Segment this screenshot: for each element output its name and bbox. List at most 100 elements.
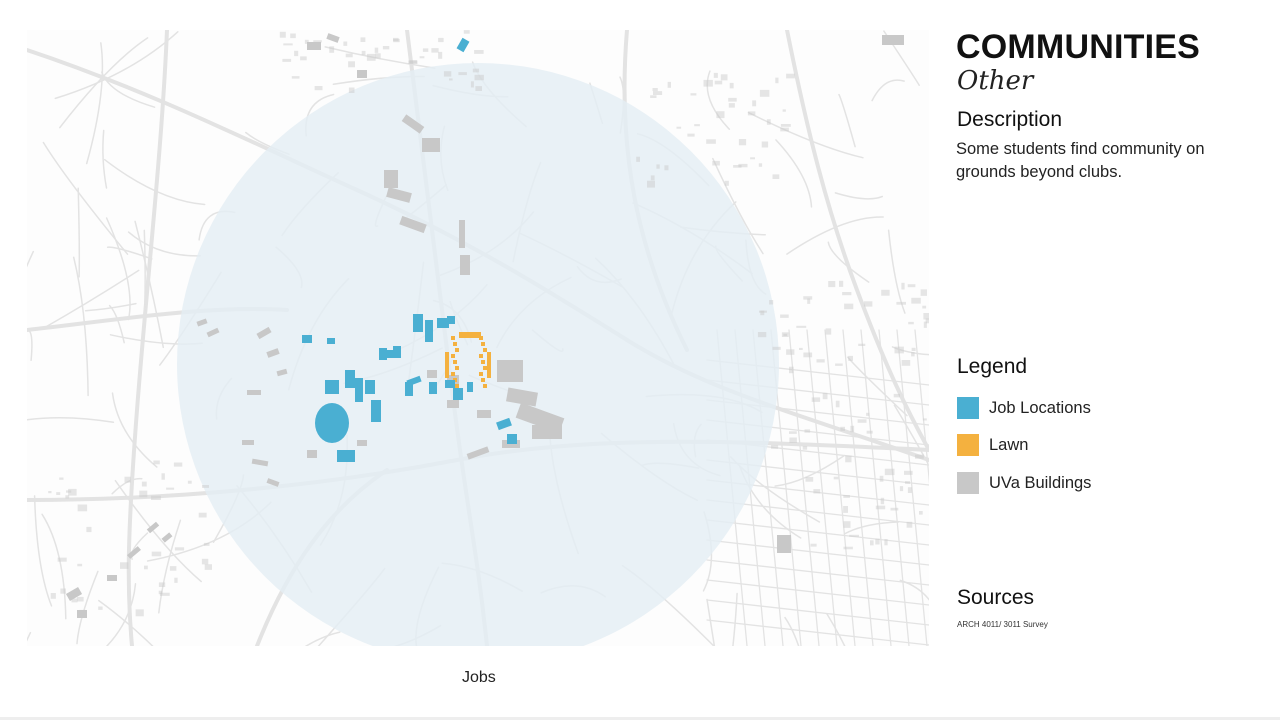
building [77, 610, 87, 618]
building [532, 425, 562, 439]
lawn-building [451, 336, 455, 340]
building [431, 48, 439, 53]
bottom-rule [0, 717, 1280, 720]
grid-street [806, 329, 838, 646]
legend-swatch-job-locations [957, 397, 979, 419]
building [676, 126, 682, 129]
building [326, 33, 340, 43]
building [908, 321, 914, 325]
street [114, 479, 202, 583]
building [497, 360, 523, 382]
main-road [126, 30, 169, 646]
building [907, 487, 912, 493]
building [839, 280, 844, 287]
job-location [413, 314, 423, 332]
building [840, 426, 845, 431]
building [56, 492, 61, 495]
building [294, 50, 299, 57]
building [771, 445, 779, 449]
building [57, 557, 67, 562]
description-heading: Description [957, 108, 1063, 131]
building [422, 138, 440, 152]
street [324, 46, 436, 69]
street [827, 241, 870, 283]
building [849, 534, 859, 537]
building [922, 305, 927, 309]
building [880, 497, 885, 505]
building [866, 430, 873, 434]
job-location [445, 380, 455, 388]
building [901, 282, 905, 290]
building [266, 478, 280, 487]
building [348, 61, 355, 68]
grid-street [788, 329, 820, 646]
street [111, 477, 143, 495]
street [887, 229, 906, 314]
street [103, 158, 206, 206]
building [169, 566, 177, 571]
job-location [355, 378, 363, 402]
grid-street [842, 329, 874, 646]
lawn-building [455, 384, 459, 388]
grid-street [706, 599, 929, 626]
building [728, 103, 735, 108]
building [780, 124, 791, 127]
building [760, 310, 765, 316]
building [196, 318, 208, 327]
building [459, 220, 465, 248]
building [124, 476, 131, 483]
job-location [371, 400, 381, 422]
building [712, 160, 720, 166]
building [506, 387, 538, 407]
building [283, 43, 293, 46]
building [923, 313, 929, 320]
building [141, 481, 147, 487]
building [366, 53, 376, 61]
building [780, 314, 789, 318]
building [904, 470, 913, 475]
building [828, 281, 836, 288]
building [652, 88, 658, 92]
street [847, 356, 908, 417]
job-location [405, 382, 413, 396]
building [650, 95, 657, 98]
building [419, 56, 425, 59]
building [313, 40, 322, 43]
building [738, 139, 747, 146]
description-text: Some students find community on grounds … [956, 140, 1205, 181]
building [146, 521, 160, 534]
legend-item-uva-buildings: UVa Buildings [957, 471, 1091, 495]
building [911, 347, 916, 351]
building [201, 558, 209, 565]
building [789, 366, 794, 374]
building [458, 72, 467, 76]
street [775, 139, 813, 208]
building [706, 139, 716, 144]
building [202, 485, 209, 488]
building [789, 431, 797, 434]
grid-street [706, 579, 929, 606]
building [780, 127, 789, 132]
building [858, 343, 866, 346]
building [875, 538, 880, 545]
building [716, 111, 725, 119]
building [307, 42, 321, 50]
building [266, 348, 280, 358]
street [102, 129, 108, 189]
building [348, 87, 355, 93]
building [664, 165, 669, 171]
building [813, 489, 821, 494]
street [84, 302, 137, 312]
street [158, 519, 182, 614]
street [27, 631, 32, 642]
walking-radius-circle [177, 63, 779, 646]
building [422, 48, 429, 52]
building [805, 477, 814, 482]
building [906, 521, 913, 528]
building [447, 400, 459, 408]
building [443, 71, 452, 77]
building [923, 321, 927, 328]
building [757, 332, 767, 338]
building [911, 352, 915, 357]
job-location [496, 417, 512, 431]
